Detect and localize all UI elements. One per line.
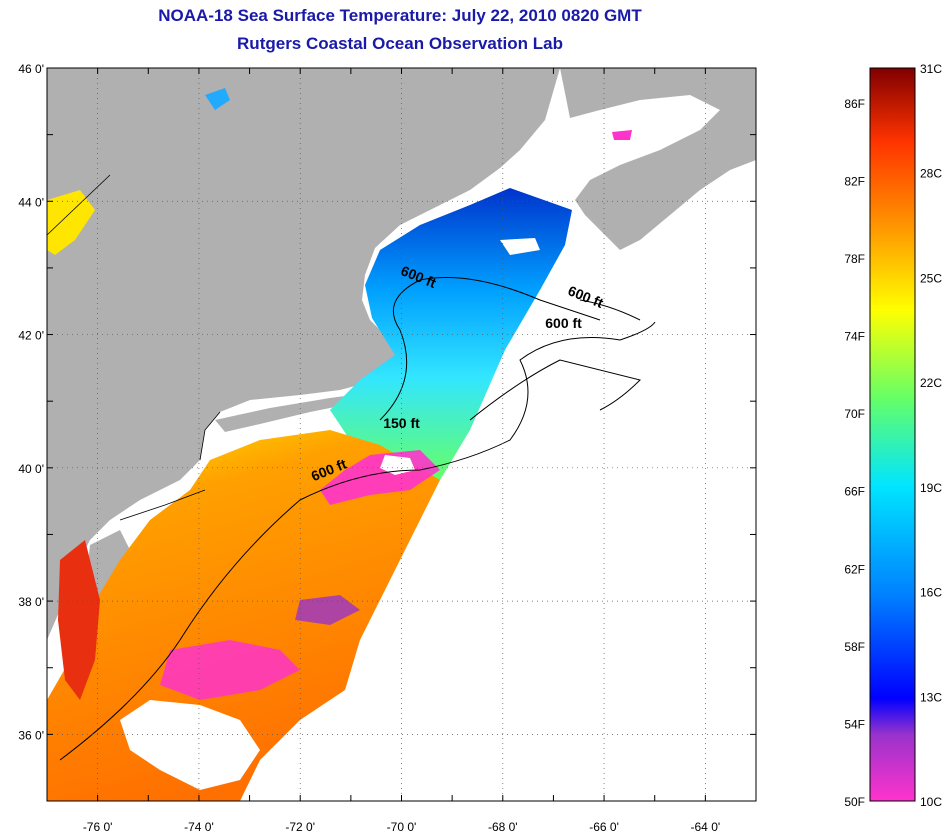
sst-swath-north xyxy=(330,188,572,480)
longitude-label: -76 0' xyxy=(83,820,113,834)
map-subtitle: Rutgers Coastal Ocean Observation Lab xyxy=(237,34,563,53)
longitude-labels: -76 0' -74 0' -72 0' -70 0' -68 0' -66 0' -64 … xyxy=(83,820,720,834)
inland-lake xyxy=(205,88,230,110)
colorbar-c-label: 25C xyxy=(920,271,942,285)
contour-label: 150 ft xyxy=(383,415,420,431)
bathymetry-contours xyxy=(59,277,656,761)
colorbar-f-label: 58F xyxy=(844,640,865,654)
longitude-label: -70 0' xyxy=(387,820,417,834)
colorbar-c-label: 22C xyxy=(920,376,942,390)
colorbar-f-label: 54F xyxy=(844,717,865,731)
colorbar-f-label: 70F xyxy=(844,407,865,421)
latitude-label: 40 0' xyxy=(18,462,44,476)
colorbar-c-label: 28C xyxy=(920,167,942,181)
colorbar-c-label: 19C xyxy=(920,481,942,495)
cloud-patch xyxy=(612,130,632,140)
colorbar-f-label: 82F xyxy=(844,174,865,188)
colorbar-f-label: 50F xyxy=(844,795,865,809)
longitude-label: -74 0' xyxy=(184,820,214,834)
state-borders xyxy=(47,174,221,521)
map-title: NOAA-18 Sea Surface Temperature: July 22… xyxy=(158,6,642,25)
longitude-label: -66 0' xyxy=(589,820,619,834)
colorbar-f-label: 66F xyxy=(844,485,865,499)
inland-lake xyxy=(47,190,95,255)
land-nova-scotia xyxy=(560,68,756,250)
longitude-label: -68 0' xyxy=(488,820,518,834)
latitude-label: 42 0' xyxy=(18,329,44,343)
colorbar xyxy=(869,67,916,802)
land-long-island xyxy=(215,392,375,432)
longitude-label: -64 0' xyxy=(691,820,721,834)
colorbar-fahrenheit-labels: 86F 82F 78F 74F 70F 66F 62F 58F 54F 50F xyxy=(844,97,865,809)
map-frame xyxy=(46,67,757,802)
colorbar-c-label: 16C xyxy=(920,586,942,600)
contour-label: 600 ft xyxy=(545,315,582,331)
cloud-patch xyxy=(500,238,540,255)
colorbar-c-label: 31C xyxy=(920,62,942,76)
latitude-label: 36 0' xyxy=(18,728,44,742)
colorbar-celsius-labels: 31C 28C 25C 22C 19C 16C 13C 10C xyxy=(920,62,942,809)
latitude-label: 46 0' xyxy=(18,62,44,76)
cloud-patch xyxy=(120,700,260,790)
cloud-patch xyxy=(295,595,360,625)
colorbar-c-label: 10C xyxy=(920,795,942,809)
sst-chesapeake xyxy=(58,540,100,700)
latitude-labels: 46 0' 44 0' 42 0' 40 0' 38 0' 36 0' xyxy=(18,62,44,742)
latitude-label: 38 0' xyxy=(18,595,44,609)
cloud-patch xyxy=(160,640,300,700)
colorbar-f-label: 86F xyxy=(844,97,865,111)
colorbar-f-label: 62F xyxy=(844,562,865,576)
latitude-label: 44 0' xyxy=(18,195,44,209)
colorbar-f-label: 74F xyxy=(844,330,865,344)
colorbar-c-label: 13C xyxy=(920,690,942,704)
colorbar-f-label: 78F xyxy=(844,252,865,266)
longitude-label: -72 0' xyxy=(285,820,315,834)
land-us-northeast xyxy=(47,68,560,640)
